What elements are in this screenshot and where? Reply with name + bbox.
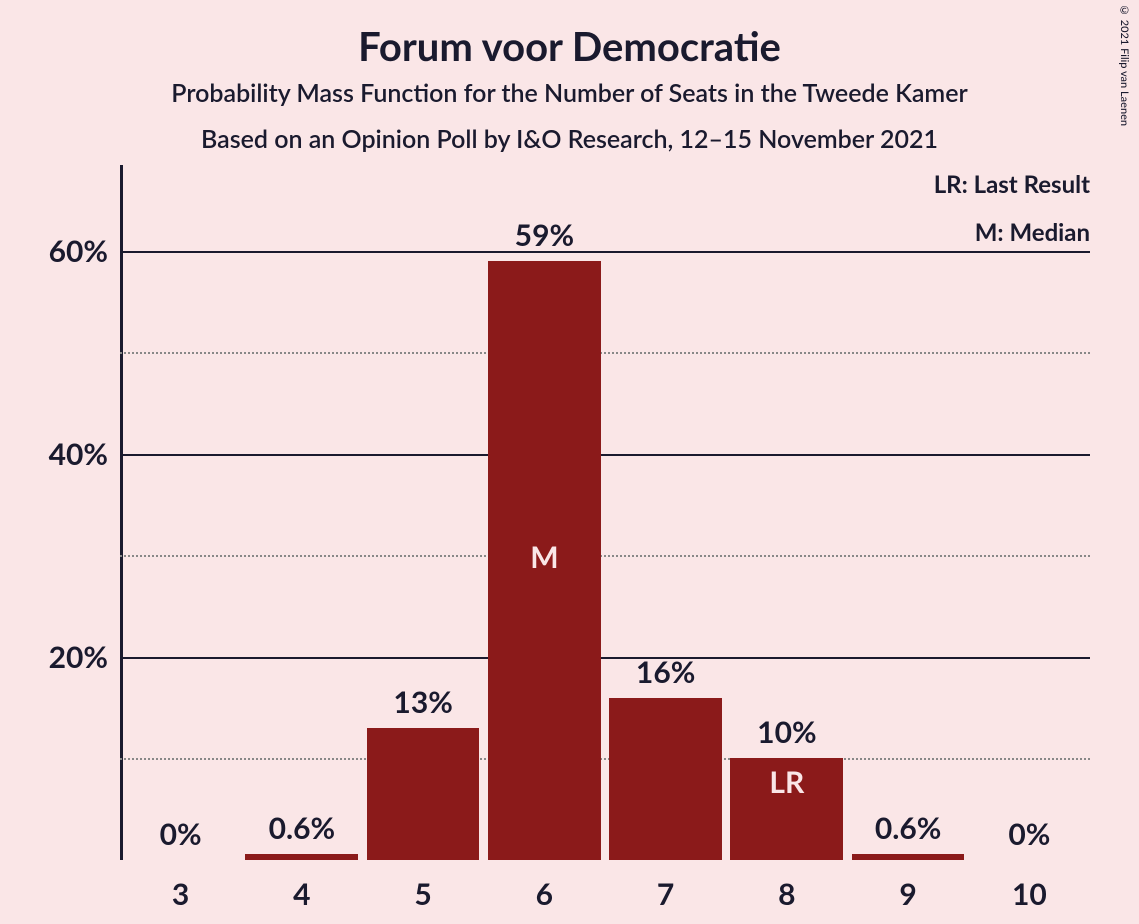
y-tick-label: 40% — [49, 436, 120, 472]
gridline-major — [120, 454, 1090, 456]
bar — [245, 854, 358, 860]
plot-area: LR: Last Result M: Median 20%40%60%0%30.… — [120, 200, 1090, 860]
gridline-major — [120, 251, 1090, 253]
x-tick-label: 7 — [657, 876, 674, 912]
bar-value-label: 0% — [160, 816, 202, 852]
chart-container: Forum voor Democratie Probability Mass F… — [0, 0, 1139, 924]
bar — [367, 728, 480, 860]
x-tick-label: 4 — [293, 876, 310, 912]
bar-value-label: 13% — [393, 684, 452, 720]
bar — [852, 854, 965, 860]
x-tick-label: 10 — [1012, 876, 1047, 912]
bar — [609, 698, 722, 860]
y-tick-label: 20% — [49, 639, 120, 675]
bar-marker: M — [530, 539, 558, 575]
legend-last-result: LR: Last Result — [934, 170, 1090, 199]
bar-marker: LR — [769, 764, 804, 800]
x-tick-label: 5 — [414, 876, 431, 912]
gridline-minor — [120, 352, 1090, 354]
bar-value-label: 0.6% — [269, 810, 336, 846]
x-tick-label: 6 — [536, 876, 553, 912]
copyright-text: © 2021 Filip van Laenen — [1118, 4, 1131, 126]
x-tick-label: 9 — [899, 876, 916, 912]
y-axis-line — [120, 165, 123, 860]
legend-median: M: Median — [975, 218, 1090, 247]
bar-value-label: 59% — [515, 217, 574, 253]
x-tick-label: 3 — [172, 876, 189, 912]
gridline-major — [120, 657, 1090, 659]
chart-title: Forum voor Democratie — [0, 22, 1139, 70]
chart-subtitle-2: Based on an Opinion Poll by I&O Research… — [0, 124, 1139, 154]
gridline-minor — [120, 758, 1090, 760]
chart-subtitle-1: Probability Mass Function for the Number… — [0, 78, 1139, 108]
gridline-minor — [120, 555, 1090, 557]
bar-value-label: 10% — [757, 714, 816, 750]
y-tick-label: 60% — [49, 233, 120, 269]
x-tick-label: 8 — [778, 876, 795, 912]
bar-value-label: 0.6% — [875, 810, 942, 846]
bar-value-label: 0% — [1008, 816, 1050, 852]
bar-value-label: 16% — [636, 654, 695, 690]
